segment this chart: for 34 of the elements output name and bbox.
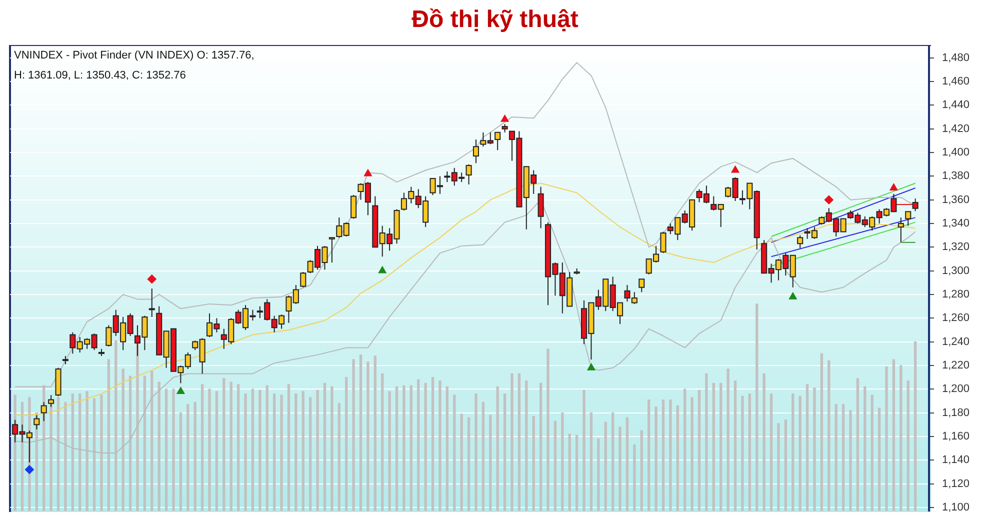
y-tick-label: 1,260 xyxy=(942,312,970,324)
y-tick-label: 1,200 xyxy=(942,383,970,396)
y-tick-label: 1,240 xyxy=(942,336,970,348)
y-tick-label: 1,400 xyxy=(942,146,970,159)
y-tick-label: 1,380 xyxy=(942,170,970,182)
point xyxy=(500,114,509,122)
y-tick-label: 1,180 xyxy=(942,406,970,419)
point xyxy=(890,183,898,190)
y-tick-label: 1,320 xyxy=(942,241,970,254)
annotation: H: 1361.09, L: 1350.43, C: 1352.76 xyxy=(14,70,186,82)
y-tick-label: 1,360 xyxy=(942,194,970,206)
y-tick-label: 1,340 xyxy=(942,218,970,230)
y-tick-label: 1,220 xyxy=(942,359,970,372)
point xyxy=(788,292,797,300)
point xyxy=(176,386,185,394)
point xyxy=(731,166,740,173)
y-tick-label: 1,160 xyxy=(942,430,970,442)
y-tick-label: 1,440 xyxy=(942,99,970,112)
y-tick-label: 1,280 xyxy=(942,288,970,301)
point xyxy=(147,274,156,284)
y-tick-label: 1,480 xyxy=(942,52,970,64)
point xyxy=(24,465,34,474)
point xyxy=(364,169,372,176)
chart-title: Đồ thị kỹ thuật xyxy=(410,6,580,34)
y-tick-label: 1,420 xyxy=(942,122,970,135)
point xyxy=(824,195,834,204)
y-tick-label: 1,120 xyxy=(942,478,970,490)
y-tick-label: 1,140 xyxy=(942,454,970,466)
y-tick-label: 1,100 xyxy=(942,501,970,514)
annotation: VNINDEX - Pivot Finder (VN INDEX) O: 1357.76, xyxy=(14,50,254,62)
point xyxy=(378,266,386,274)
y-tick-label: 1,300 xyxy=(942,264,970,277)
point xyxy=(587,363,596,370)
y-tick-label: 1,460 xyxy=(942,76,970,88)
